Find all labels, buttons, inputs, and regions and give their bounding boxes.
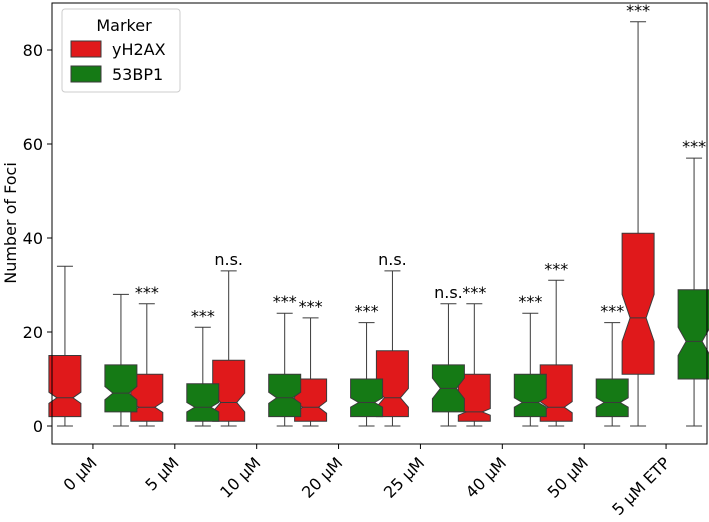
- box-53bp1: ***: [677, 137, 709, 427]
- significance-label: n.s.: [214, 250, 243, 269]
- legend: Marker yH2AX 53BP1: [61, 8, 181, 93]
- x-tick-label: 20 µM: [298, 453, 346, 501]
- significance-label: ***: [626, 1, 650, 20]
- y-axis-label: Number of Foci: [1, 162, 20, 284]
- plot-area: ***n.s.***n.s.*************** ***n.s. *** *…: [48, 1, 709, 427]
- y-tick-label: 40: [23, 229, 43, 248]
- box-yh2ax: [48, 265, 82, 427]
- legend-swatch-yh2ax: [70, 40, 102, 58]
- box-body: [513, 373, 547, 418]
- box-body: [186, 383, 220, 422]
- x-tick-label: 25 µM: [380, 453, 428, 501]
- x-tick-label: 50 µM: [544, 453, 592, 501]
- box-yh2ax: n.s.: [375, 250, 409, 427]
- box-yh2ax: ***: [294, 297, 328, 427]
- box-53bp1: [104, 293, 138, 427]
- box-yh2ax: ***: [539, 259, 573, 427]
- box-body: [104, 364, 138, 413]
- y-axis: 0 20 40 60 80: [23, 41, 52, 436]
- box-yh2ax: ***: [621, 1, 655, 427]
- significance-label: ***: [135, 283, 159, 302]
- x-axis: 0 µM 5 µM 10 µM 20 µM 25 µM 40 µM 50 µM 5 µM ET…: [60, 444, 674, 519]
- x-tick-label: 40 µM: [462, 453, 510, 501]
- box-53bp1: ***: [268, 292, 302, 427]
- box-body: [268, 373, 302, 418]
- legend-label-53bp1: 53BP1: [112, 65, 163, 84]
- box-yh2ax: n.s.: [212, 250, 246, 427]
- x-tick-label: 10 µM: [216, 453, 264, 501]
- box-53bp1: n.s.: [431, 283, 465, 427]
- significance-label: ***: [682, 137, 706, 156]
- box-yh2ax: ***: [457, 283, 491, 427]
- significance-label: ***: [600, 302, 624, 321]
- x-tick-label: 5 µM: [141, 453, 182, 494]
- significance-label: n.s.: [378, 250, 407, 269]
- significance-label: n.s.: [434, 283, 463, 302]
- box-53bp1: ***: [350, 302, 384, 427]
- box-body: [677, 289, 709, 380]
- legend-label-yh2ax: yH2AX: [112, 40, 166, 59]
- box-53bp1: ***: [513, 292, 547, 427]
- plot-frame: [51, 2, 708, 445]
- x-tick-label: 0 µM: [60, 453, 101, 494]
- box-body: [621, 232, 655, 375]
- significance-label: ***: [273, 292, 297, 311]
- significance-label: ***: [299, 297, 323, 316]
- y-tick-label: 80: [23, 41, 43, 60]
- box-53bp1: ***: [595, 302, 629, 427]
- legend-swatch-53bp1: [70, 65, 102, 83]
- box-body: [595, 378, 629, 418]
- box-53bp1: ***: [186, 306, 220, 427]
- y-tick-label: 60: [23, 135, 43, 154]
- box-body: [350, 378, 384, 418]
- legend-title: Marker: [96, 16, 152, 35]
- y-tick-label: 20: [23, 323, 43, 342]
- x-tick-label: 5 µM ETP: [608, 453, 674, 519]
- significance-label: ***: [544, 259, 568, 278]
- box-body: [48, 355, 82, 418]
- y-tick-label: 0: [33, 417, 43, 436]
- significance-label: ***: [518, 292, 542, 311]
- significance-label: ***: [462, 283, 486, 302]
- significance-label: ***: [355, 302, 379, 321]
- box-yh2ax: ***: [130, 283, 164, 427]
- significance-label: ***: [191, 306, 215, 325]
